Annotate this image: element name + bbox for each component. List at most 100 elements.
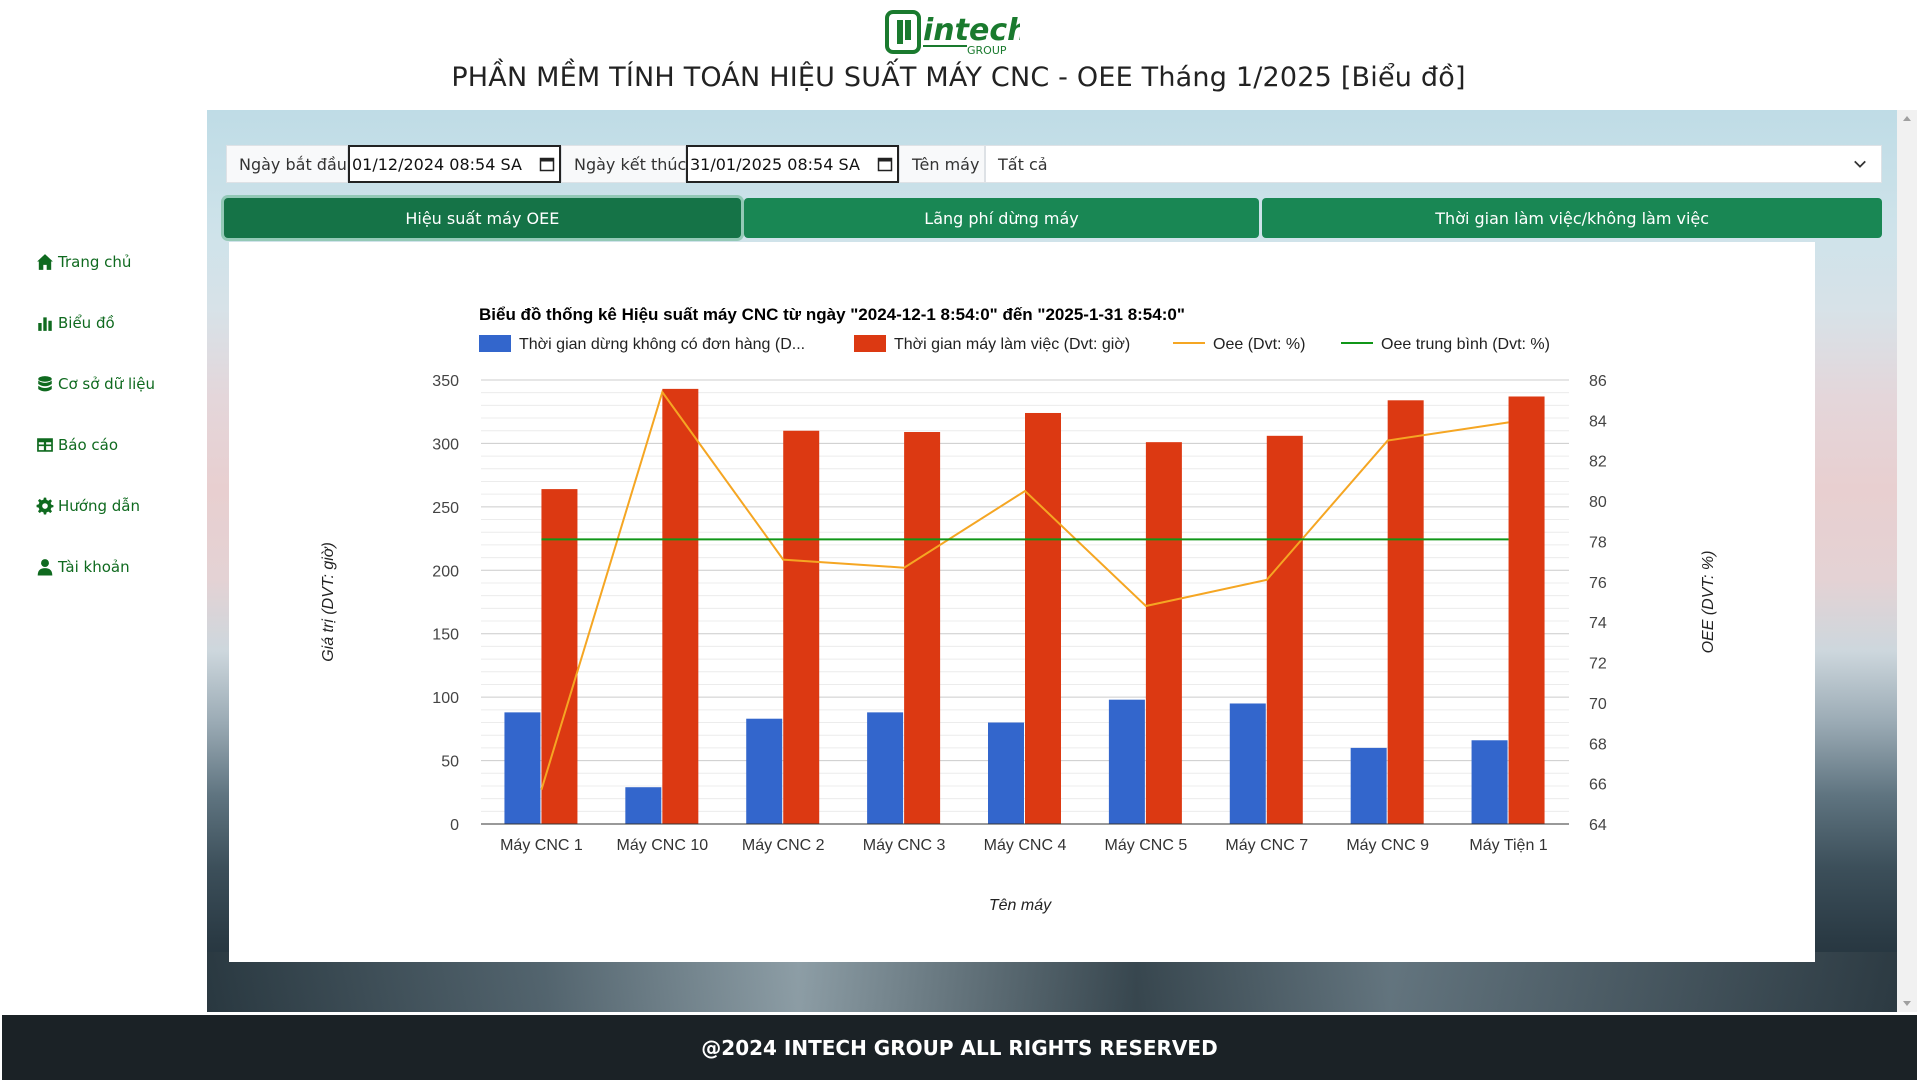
bar[interactable] <box>1229 703 1266 824</box>
y2-tick-label: 86 <box>1589 373 1607 390</box>
legend-label: Oee (Dvt: %) <box>1213 336 1305 353</box>
chart-title: Biểu đồ thống kê Hiệu suất máy CNC từ ng… <box>479 305 1185 324</box>
sidebar-item-label: Báo cáo <box>58 436 119 454</box>
y2-tick-label: 76 <box>1589 575 1607 592</box>
y2-tick-label: 72 <box>1589 656 1607 673</box>
y2-tick-label: 74 <box>1589 615 1607 632</box>
sidebar-item-label: Hướng dẫn <box>58 497 140 515</box>
bar[interactable] <box>1350 747 1387 824</box>
machine-select-value: Tất cả <box>998 154 1048 174</box>
tab-downtime-waste[interactable]: Lãng phí dừng máy <box>743 198 1260 238</box>
end-date-input[interactable]: 31/01/2025 08:54 SA <box>686 145 899 183</box>
machine-label: Tên máy <box>899 145 985 183</box>
tab-bar: Hiệu suất máy OEE Lãng phí dừng máy Thời… <box>224 198 1882 238</box>
legend-label: Thời gian máy làm việc (Dvt: giờ) <box>894 336 1130 353</box>
sidebar-item-label: Tài khoản <box>58 558 130 576</box>
bar[interactable] <box>625 787 662 824</box>
bar[interactable] <box>504 712 541 824</box>
y2-tick-label: 78 <box>1589 534 1607 551</box>
sidebar-item-guide[interactable]: Hướng dẫn <box>36 492 140 520</box>
start-date-label: Ngày bắt đầu <box>226 145 348 183</box>
scroll-down-icon[interactable] <box>1903 1001 1911 1006</box>
x-tick-label: Máy CNC 4 <box>984 837 1067 854</box>
end-date-value: 31/01/2025 08:54 SA <box>690 154 860 174</box>
y2-tick-label: 68 <box>1589 736 1607 753</box>
x-tick-label: Máy CNC 1 <box>500 837 583 854</box>
chart-legend: Thời gian dừng không có đơn hàng (D... Th… <box>479 335 1550 353</box>
y2-tick-label: 84 <box>1589 413 1607 430</box>
database-icon <box>38 376 52 392</box>
svg-text:intech: intech <box>923 13 1020 48</box>
legend-swatch <box>479 335 511 352</box>
x-tick-label: Máy CNC 7 <box>1225 837 1308 854</box>
bar[interactable] <box>867 712 904 824</box>
tab-working-time[interactable]: Thời gian làm việc/không làm việc <box>1262 198 1882 238</box>
x-tick-label: Máy CNC 5 <box>1105 837 1188 854</box>
y2-tick-label: 70 <box>1589 696 1607 713</box>
y-tick-label: 0 <box>450 817 459 834</box>
calendar-icon[interactable] <box>877 156 893 172</box>
gear-icon <box>36 497 54 515</box>
table-icon <box>37 438 53 452</box>
page-title: PHẦN MỀM TÍNH TOÁN HIỆU SUẤT MÁY CNC - O… <box>451 62 1466 93</box>
y-tick-label: 200 <box>432 563 459 580</box>
start-date-input[interactable]: 01/12/2024 08:54 SA <box>348 145 561 183</box>
background-landscape <box>207 952 1897 1012</box>
tab-oee[interactable]: Hiệu suất máy OEE <box>224 198 741 238</box>
intech-logo: intech GROUP <box>885 8 1028 57</box>
bar[interactable] <box>1471 740 1508 824</box>
x-tick-label: Máy CNC 2 <box>742 837 825 854</box>
y-tick-label: 50 <box>441 754 459 771</box>
y-axis-label: Giá trị (DVT: giờ) <box>320 542 337 662</box>
bar[interactable] <box>1025 412 1061 824</box>
bar[interactable] <box>783 430 820 824</box>
filter-bar: Ngày bắt đầu 01/12/2024 08:54 SA Ngày kế… <box>226 145 1882 183</box>
sidebar-item-home[interactable]: Trang chủ <box>36 248 131 276</box>
bar[interactable] <box>1508 396 1545 824</box>
start-date-value: 01/12/2024 08:54 SA <box>352 154 522 174</box>
y2-tick-label: 64 <box>1589 817 1607 834</box>
series-line[interactable] <box>540 389 1509 790</box>
x-tick-label: Máy CNC 10 <box>617 837 709 854</box>
legend-label: Thời gian dừng không có đơn hàng (D... <box>519 336 805 353</box>
sidebar-item-chart[interactable]: Biểu đồ <box>36 309 115 337</box>
end-date-label: Ngày kết thúc <box>561 145 686 183</box>
chart-bars <box>504 388 1545 824</box>
legend-swatch <box>854 335 886 352</box>
sidebar-item-database[interactable]: Cơ sở dữ liệu <box>36 370 155 398</box>
vertical-scrollbar[interactable] <box>1897 110 1917 1012</box>
y2-tick-label: 66 <box>1589 777 1607 794</box>
x-tick-label: Máy CNC 3 <box>863 837 946 854</box>
oee-chart: Biểu đồ thống kê Hiệu suất máy CNC từ ng… <box>320 305 1717 914</box>
y-tick-label: 300 <box>432 436 459 453</box>
x-axis-label: Tên máy <box>989 897 1052 914</box>
bar-chart-icon <box>38 317 52 331</box>
bar[interactable] <box>746 718 783 824</box>
sidebar-item-account[interactable]: Tài khoản <box>36 553 130 581</box>
y2-tick-label: 80 <box>1589 494 1607 511</box>
y-tick-label: 250 <box>432 500 459 517</box>
y-tick-label: 350 <box>432 373 459 390</box>
chart-panel: Biểu đồ thống kê Hiệu suất máy CNC từ ng… <box>229 242 1815 962</box>
bar[interactable] <box>662 388 699 824</box>
bar[interactable] <box>1108 699 1145 824</box>
y-tick-label: 150 <box>432 627 459 644</box>
scroll-up-icon[interactable] <box>1903 116 1911 121</box>
y2-axis-label: OEE (DVT: %) <box>1700 551 1717 654</box>
bar[interactable] <box>904 432 941 824</box>
bar[interactable] <box>1145 442 1182 824</box>
bar[interactable] <box>1266 435 1303 824</box>
x-tick-label: Máy Tiện 1 <box>1469 837 1547 854</box>
bar[interactable] <box>1387 400 1424 824</box>
y-tick-label: 100 <box>432 690 459 707</box>
user-icon <box>37 559 53 576</box>
bar[interactable] <box>988 722 1024 824</box>
x-tick-label: Máy CNC 9 <box>1346 837 1429 854</box>
sidebar-item-reports[interactable]: Báo cáo <box>36 431 118 459</box>
machine-select[interactable]: Tất cả <box>985 145 1882 183</box>
calendar-icon[interactable] <box>539 156 555 172</box>
sidebar-item-label: Biểu đồ <box>58 314 115 332</box>
svg-text:GROUP: GROUP <box>967 44 1007 56</box>
sidebar-item-label: Cơ sở dữ liệu <box>58 375 156 393</box>
sidebar-item-label: Trang chủ <box>58 253 132 271</box>
